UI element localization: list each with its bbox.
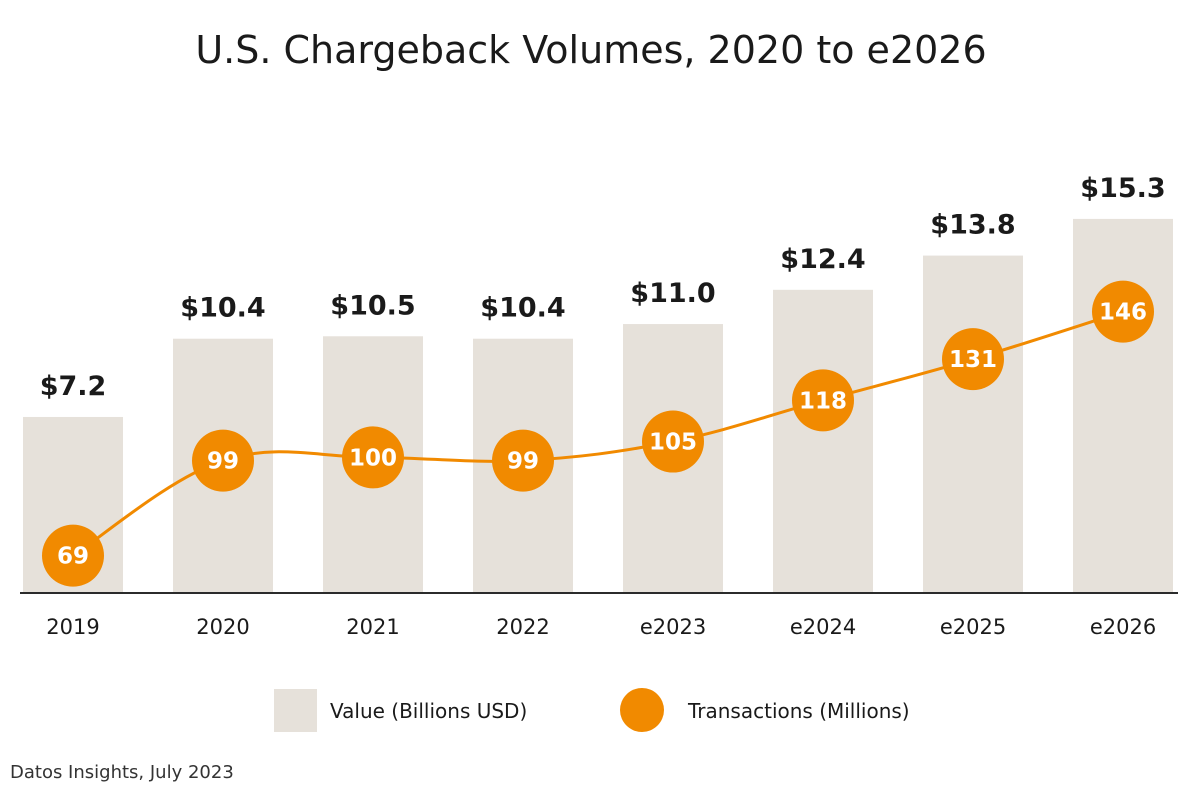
legend-swatch-value <box>274 689 317 732</box>
transactions-point-label: 105 <box>649 430 697 456</box>
x-tick-label: 2021 <box>346 615 399 639</box>
transactions-point-label: 100 <box>349 445 397 471</box>
x-tick-label: e2026 <box>1090 615 1156 639</box>
x-tick-label: 2022 <box>496 615 549 639</box>
x-tick-label: e2024 <box>790 615 856 639</box>
transactions-point <box>942 328 1004 391</box>
value-bar <box>1073 218 1173 594</box>
value-bar <box>773 289 873 593</box>
bar-value-label: $10.5 <box>330 290 415 321</box>
bar-value-label: $11.0 <box>630 278 715 309</box>
bars-layer <box>23 218 1173 594</box>
x-tick-label: 2020 <box>196 615 249 639</box>
value-bar <box>923 255 1023 593</box>
source-note: Datos Insights, July 2023 <box>10 762 234 783</box>
labels-layer: $7.2 2019 $10.4 2020 $10.5 2021 $10.4 2022 $11.0… <box>40 173 1166 639</box>
transactions-point <box>342 426 404 489</box>
bar-value-label: $7.2 <box>40 371 107 402</box>
bar-value-label: $10.4 <box>180 293 265 324</box>
transactions-point <box>642 410 704 473</box>
transactions-point-label: 118 <box>799 388 847 414</box>
chart-title: U.S. Chargeback Volumes, 2020 to e2026 <box>195 28 986 72</box>
x-tick-label: 2019 <box>46 615 99 639</box>
line-layer: 69 99 100 99 105 118 131 146 <box>42 280 1154 587</box>
legend-label-value: Value (Billions USD) <box>330 699 527 723</box>
legend-label-transactions: Transactions (Millions) <box>687 699 910 723</box>
transactions-point <box>792 369 854 432</box>
bar-value-label: $12.4 <box>780 244 865 275</box>
transactions-point-label: 69 <box>57 544 89 570</box>
transactions-point <box>42 524 104 587</box>
transactions-point <box>1092 280 1154 343</box>
transactions-point <box>192 429 254 492</box>
transactions-point-label: 146 <box>1099 300 1147 326</box>
bar-value-label: $13.8 <box>930 210 1015 241</box>
legend-swatch-transactions <box>620 688 664 732</box>
transactions-point-label: 131 <box>949 347 997 373</box>
transactions-point-label: 99 <box>507 449 539 475</box>
transactions-point <box>492 429 554 492</box>
bar-value-label: $15.3 <box>1080 173 1165 204</box>
x-tick-label: e2025 <box>940 615 1006 639</box>
x-tick-label: e2023 <box>640 615 706 639</box>
transactions-point-label: 99 <box>207 449 239 475</box>
legend: Value (Billions USD) Transactions (Milli… <box>274 688 910 732</box>
bar-value-label: $10.4 <box>480 293 565 324</box>
